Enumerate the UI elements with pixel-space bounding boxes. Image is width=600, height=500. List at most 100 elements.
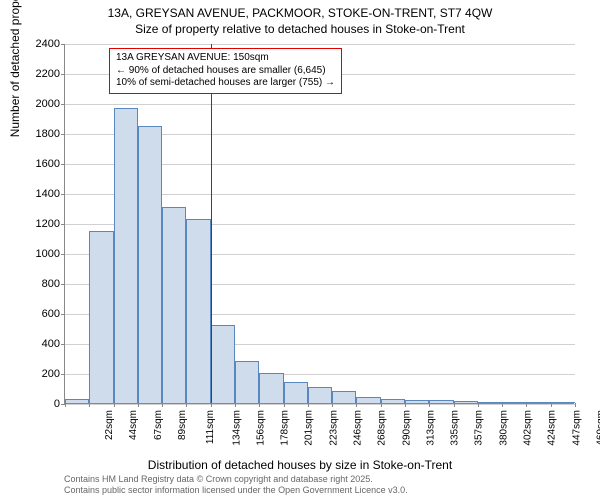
xtick-mark: [332, 403, 333, 407]
xtick-mark: [356, 403, 357, 407]
histogram-bar: [356, 397, 380, 403]
annotation-line3: 10% of semi-detached houses are larger (…: [116, 77, 335, 90]
ytick-mark: [61, 104, 65, 105]
xtick-label: 246sqm: [353, 410, 364, 446]
xtick-label: 178sqm: [280, 410, 291, 446]
ytick-mark: [61, 134, 65, 135]
histogram-bar: [429, 400, 453, 403]
histogram-bar: [186, 219, 210, 404]
xtick-mark: [259, 403, 260, 407]
xtick-label: 89sqm: [177, 410, 188, 440]
xtick-mark: [454, 403, 455, 407]
ytick-mark: [61, 284, 65, 285]
histogram-bar: [162, 207, 186, 404]
xtick-label: 268sqm: [377, 410, 388, 446]
xtick-mark: [502, 403, 503, 407]
histogram-bar: [478, 402, 502, 404]
xtick-mark: [551, 403, 552, 407]
histogram-bar: [284, 382, 308, 403]
ytick-label: 1200: [10, 218, 60, 230]
plot-area: 13A GREYSAN AVENUE: 150sqm← 90% of detac…: [64, 44, 574, 404]
histogram-bar: [89, 231, 113, 404]
histogram-bar: [502, 402, 526, 403]
histogram-chart: 13A, GREYSAN AVENUE, PACKMOOR, STOKE-ON-…: [0, 0, 600, 500]
histogram-bar: [381, 399, 405, 404]
ytick-label: 1800: [10, 128, 60, 140]
ytick-mark: [61, 254, 65, 255]
xtick-mark: [186, 403, 187, 407]
xtick-label: 290sqm: [401, 410, 412, 446]
annotation-line1: 13A GREYSAN AVENUE: 150sqm: [116, 52, 335, 65]
xtick-label: 335sqm: [450, 410, 461, 446]
xtick-label: 134sqm: [231, 410, 242, 446]
xtick-label: 22sqm: [104, 410, 115, 440]
xtick-label: 447sqm: [571, 410, 582, 446]
xtick-label: 380sqm: [498, 410, 509, 446]
ytick-label: 600: [10, 308, 60, 320]
xtick-mark: [526, 403, 527, 407]
xtick-mark: [89, 403, 90, 407]
xtick-mark: [211, 403, 212, 407]
xtick-label: 156sqm: [255, 410, 266, 446]
histogram-bar: [235, 361, 259, 403]
histogram-bar: [259, 373, 283, 403]
histogram-bar: [211, 325, 235, 403]
xtick-mark: [114, 403, 115, 407]
annotation-box: 13A GREYSAN AVENUE: 150sqm← 90% of detac…: [109, 48, 342, 94]
grid-line: [65, 44, 575, 45]
xtick-label: 469sqm: [595, 410, 600, 446]
histogram-bar: [332, 391, 356, 403]
xtick-mark: [429, 403, 430, 407]
xtick-label: 67sqm: [153, 410, 164, 440]
xtick-mark: [405, 403, 406, 407]
xtick-mark: [478, 403, 479, 407]
ytick-label: 2200: [10, 68, 60, 80]
grid-line: [65, 404, 575, 405]
ytick-mark: [61, 314, 65, 315]
xtick-label: 313sqm: [425, 410, 436, 446]
ytick-mark: [61, 164, 65, 165]
ytick-mark: [61, 224, 65, 225]
histogram-bar: [65, 399, 89, 404]
xtick-mark: [65, 403, 66, 407]
ytick-label: 200: [10, 368, 60, 380]
xtick-mark: [381, 403, 382, 407]
ytick-mark: [61, 194, 65, 195]
histogram-bar: [138, 126, 162, 404]
xtick-label: 223sqm: [328, 410, 339, 446]
xtick-mark: [575, 403, 576, 407]
histogram-bar: [114, 108, 138, 404]
ytick-label: 1600: [10, 158, 60, 170]
ytick-mark: [61, 74, 65, 75]
ytick-label: 2000: [10, 98, 60, 110]
xtick-mark: [138, 403, 139, 407]
ytick-mark: [61, 374, 65, 375]
histogram-bar: [454, 401, 478, 403]
footer-line2: Contains public sector information licen…: [64, 485, 408, 496]
ytick-label: 400: [10, 338, 60, 350]
property-marker-line: [211, 44, 212, 403]
footer-line1: Contains HM Land Registry data © Crown c…: [64, 474, 408, 485]
attribution-footer: Contains HM Land Registry data © Crown c…: [64, 474, 408, 496]
histogram-bar: [308, 387, 332, 404]
ytick-label: 800: [10, 278, 60, 290]
chart-subtitle: Size of property relative to detached ho…: [0, 22, 600, 36]
histogram-bar: [526, 402, 550, 403]
ytick-label: 2400: [10, 38, 60, 50]
xtick-label: 111sqm: [205, 410, 216, 444]
xtick-label: 424sqm: [547, 410, 558, 446]
ytick-mark: [61, 344, 65, 345]
annotation-line2: ← 90% of detached houses are smaller (6,…: [116, 65, 335, 78]
histogram-bar: [551, 402, 575, 403]
xtick-mark: [308, 403, 309, 407]
ytick-label: 1400: [10, 188, 60, 200]
xtick-label: 357sqm: [474, 410, 485, 446]
ytick-mark: [61, 44, 65, 45]
x-axis-label: Distribution of detached houses by size …: [0, 458, 600, 472]
histogram-bar: [405, 400, 429, 403]
ytick-label: 1000: [10, 248, 60, 260]
xtick-label: 44sqm: [128, 410, 139, 440]
chart-title-address: 13A, GREYSAN AVENUE, PACKMOOR, STOKE-ON-…: [0, 6, 600, 20]
xtick-mark: [235, 403, 236, 407]
grid-line: [65, 104, 575, 105]
